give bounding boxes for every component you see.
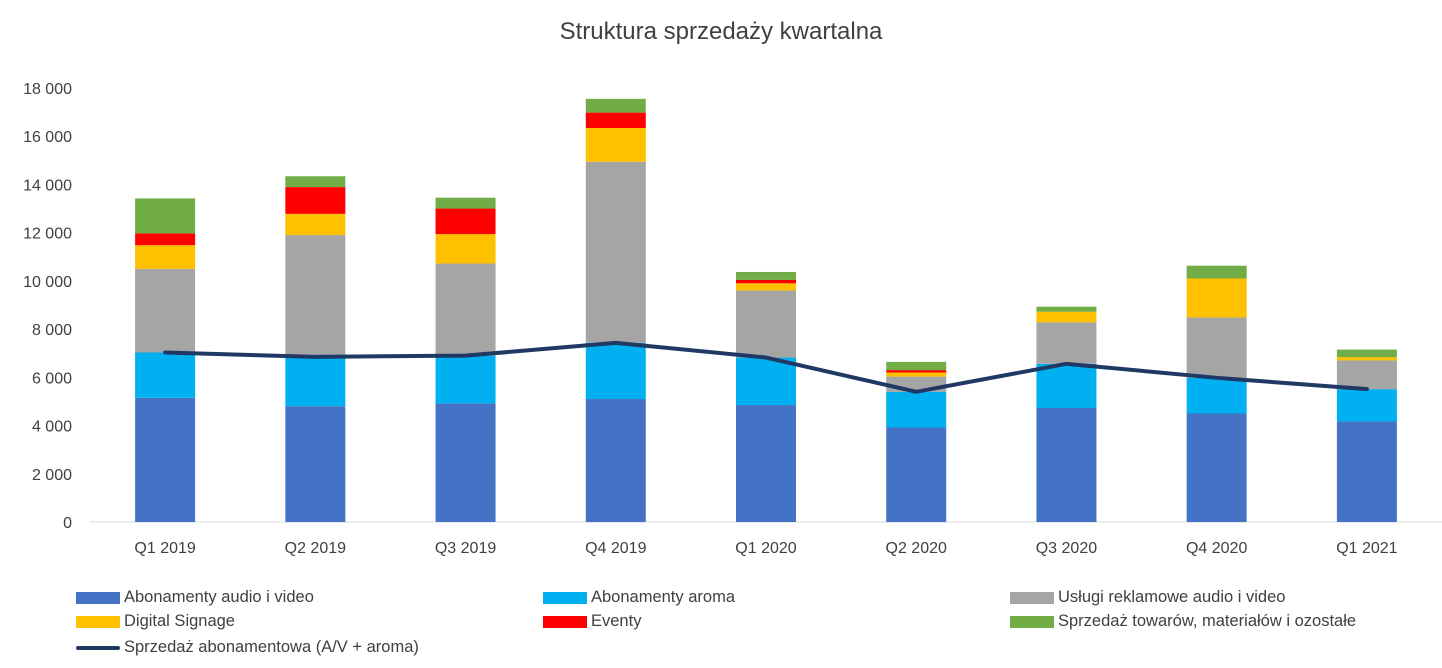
bar-segment — [285, 406, 346, 522]
y-tick-label: 18 000 — [23, 81, 72, 98]
legend-item: Digital Signage — [76, 612, 235, 631]
bar-segment — [886, 361, 947, 371]
bar-segment — [285, 213, 346, 236]
x-tick-label: Q1 2020 — [735, 540, 796, 557]
legend-item: Sprzedaż towarów, materiałów i ozostałe — [1010, 612, 1356, 631]
bar-segment — [435, 403, 496, 522]
legend-label: Sprzedaż abonamentowa (A/V + aroma) — [124, 638, 419, 656]
bar-segment — [736, 290, 796, 358]
bar-segment — [736, 271, 796, 280]
legend-swatch — [543, 591, 587, 604]
bar-segment — [1336, 349, 1397, 358]
bar-segment — [736, 283, 796, 291]
x-tick-label: Q3 2019 — [435, 540, 496, 557]
bar-segment — [1336, 357, 1397, 361]
bar-segment — [135, 198, 196, 234]
bar-segment — [135, 397, 196, 522]
bar-segment — [1036, 311, 1097, 323]
legend-swatch — [543, 615, 587, 628]
bar-segment — [1336, 421, 1397, 522]
bar-segment — [585, 128, 646, 162]
x-tick-label: Q2 2020 — [886, 540, 947, 557]
x-tick-label: Q4 2020 — [1186, 540, 1247, 557]
y-tick-label: 14 000 — [23, 177, 72, 194]
y-tick-label: 12 000 — [23, 226, 72, 243]
legend-line-marker — [76, 645, 120, 650]
bar-segment — [1186, 278, 1247, 318]
chart-title: Struktura sprzedaży kwartalna — [559, 18, 883, 45]
bar-segment — [886, 372, 947, 377]
legend-item: Usługi reklamowe audio i video — [1010, 588, 1285, 607]
bar-segment — [135, 245, 196, 269]
bar-segment — [135, 233, 196, 246]
bar-segment — [585, 399, 646, 522]
legend-item: Abonamenty aroma — [543, 588, 735, 607]
bar-segment — [435, 208, 496, 235]
series-line — [163, 340, 1369, 394]
bar-segment — [1186, 377, 1247, 414]
bar-segment — [1336, 360, 1397, 390]
bar-segment — [1186, 317, 1247, 378]
bar-segment — [1186, 265, 1247, 279]
bar-segment — [435, 234, 496, 264]
bar-segment — [886, 370, 947, 373]
bar-segment — [585, 342, 646, 400]
bar-segment — [886, 391, 947, 428]
bar-segment — [435, 197, 496, 209]
y-tick-label: 16 000 — [23, 129, 72, 146]
bar-segment — [135, 268, 196, 353]
bar-segment — [435, 355, 496, 404]
legend-label: Abonamenty audio i video — [124, 588, 314, 606]
y-tick-label: 6 000 — [32, 370, 72, 387]
y-tick-label: 10 000 — [23, 274, 72, 291]
legend-label: Usługi reklamowe audio i video — [1058, 588, 1286, 606]
bar-segment — [585, 98, 646, 113]
legend-label: Sprzedaż towarów, materiałów i ozostałe — [1058, 612, 1357, 630]
bar-segment — [285, 235, 346, 357]
x-tick-label: Q2 2019 — [285, 540, 346, 557]
bar-segment — [1186, 413, 1247, 522]
chart-plot: 0 2 000 4 000 6 000 8 000 10 000 12 000 14 000 1… — [23, 81, 1442, 557]
y-tick-label: 4 000 — [32, 419, 72, 436]
legend: Abonamenty audio i video Abonamenty aroma… — [0, 588, 1442, 668]
legend-swatch — [76, 615, 120, 628]
bar-segment — [736, 405, 796, 522]
y-tick-label: 8 000 — [32, 322, 72, 339]
bar-segment — [736, 357, 796, 406]
y-tick-label: 0 — [63, 515, 72, 532]
bar-segment — [1336, 389, 1397, 422]
bar-segment — [435, 263, 496, 356]
legend-label: Digital Signage — [124, 612, 235, 630]
bar-segment — [285, 356, 346, 407]
x-tick-label: Q1 2021 — [1336, 540, 1397, 557]
y-tick-label: 2 000 — [32, 467, 72, 484]
bar-segment — [1036, 363, 1097, 408]
legend-swatch — [1010, 615, 1054, 628]
x-tick-label: Q1 2019 — [134, 540, 195, 557]
legend-item: Eventy — [543, 612, 641, 631]
bar-segment — [736, 279, 796, 284]
legend-label: Abonamenty aroma — [591, 588, 735, 606]
bar-segment — [886, 427, 947, 522]
legend-item: Sprzedaż abonamentowa (A/V + aroma) — [76, 638, 419, 657]
bar-segment — [585, 161, 646, 343]
legend-label: Eventy — [591, 612, 642, 630]
x-tick-label: Q3 2020 — [1036, 540, 1097, 557]
legend-swatch — [1010, 591, 1054, 604]
bar-segment — [1036, 306, 1097, 312]
bar-segment — [285, 187, 346, 214]
x-tick-label: Q4 2019 — [585, 540, 646, 557]
bar-segment — [1036, 322, 1097, 364]
bar-segment — [1036, 407, 1097, 522]
bar-segment — [285, 176, 346, 188]
legend-swatch — [76, 591, 120, 604]
bar-segment — [135, 352, 196, 398]
bar-segment — [585, 112, 646, 129]
legend-item: Abonamenty audio i video — [76, 588, 314, 607]
